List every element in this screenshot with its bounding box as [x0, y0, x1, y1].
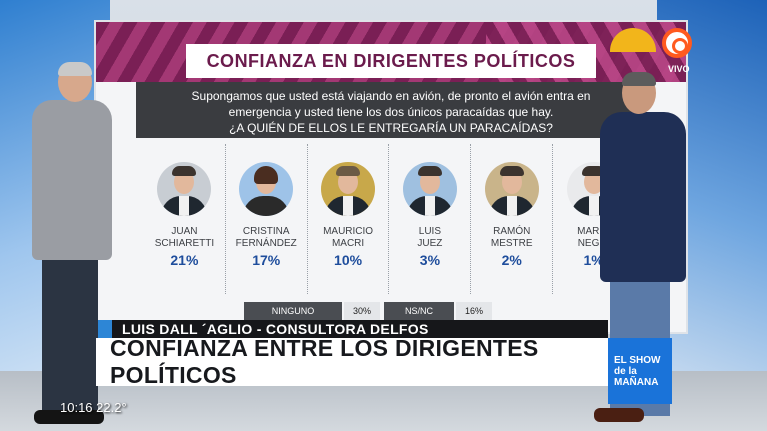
poll-screen: CONFIANZA EN DIRIGENTES POLÍTICOS Supong… — [94, 20, 688, 334]
candidate-name: MARIO NEGRI — [577, 226, 610, 249]
candidate-name: JUAN SCHIARETTI — [154, 226, 215, 249]
source-text: LUIS DALL ´AGLIO - CONSULTORA DELFOS — [122, 321, 429, 337]
candidate-photo — [402, 162, 457, 216]
headline-text: CONFIANZA ENTRE LOS DIRIGENTES POLÍTICOS — [110, 335, 539, 388]
candidate-card: RAMÓN MESTRE 2% — [471, 144, 554, 294]
candidate-percent: 3% — [419, 252, 441, 268]
candidate-list: JUAN SCHIARETTI 21% CRISTINA FERNÁNDEZ 17%… — [144, 144, 634, 294]
show-logo-line-1: EL SHOW — [614, 354, 661, 366]
show-logo-line-2: de la — [614, 365, 637, 377]
candidate-percent: 17% — [252, 252, 281, 268]
candidate-card: LUIS JUEZ 3% — [389, 144, 472, 294]
candidate-name: MAURICIO MACRI — [323, 226, 374, 249]
candidate-percent: 1% — [583, 252, 604, 268]
candidate-percent: 10% — [334, 252, 363, 268]
candidate-photo — [321, 162, 376, 216]
source-band: LUIS DALL ´AGLIO - CONSULTORA DELFOS — [98, 320, 608, 338]
candidate-photo — [239, 162, 294, 216]
candidate-percent: 2% — [501, 252, 522, 268]
nsnc-value: 16% — [456, 302, 492, 320]
poll-question: Supongamos que usted está viajando en av… — [136, 82, 646, 138]
question-line-1: Supongamos que usted está viajando en av… — [191, 89, 591, 103]
ninguno-value: 30% — [344, 302, 380, 320]
question-line-2: emergencia y usted tiene los dos únicos … — [228, 105, 554, 119]
candidate-name: CRISTINA FERNÁNDEZ — [235, 226, 297, 249]
candidate-card: MAURICIO MACRI 10% — [308, 144, 390, 294]
candidate-photo — [157, 162, 212, 216]
candidate-card: JUAN SCHIARETTI 21% — [144, 144, 226, 294]
question-line-3: ¿A QUIÉN DE ELLOS LE ENTREGARÍA UN PARAC… — [229, 121, 553, 135]
presenter-left — [14, 62, 134, 431]
candidate-name: LUIS JUEZ — [417, 226, 443, 249]
live-indicator: VIVO — [668, 64, 690, 74]
nsnc-label: NS/NC — [384, 302, 454, 320]
poll-title: CONFIANZA EN DIRIGENTES POLÍTICOS — [206, 50, 576, 71]
channel-ring-icon — [662, 28, 692, 58]
source-accent — [98, 320, 112, 338]
candidate-photo — [484, 162, 539, 216]
headline-band: CONFIANZA ENTRE LOS DIRIGENTES POLÍTICOS — [96, 335, 610, 388]
parachute-icon — [610, 28, 656, 52]
channel-logo: VIVO — [602, 22, 698, 82]
show-logo: EL SHOW de la MAÑANA — [608, 338, 672, 404]
poll-title-band: CONFIANZA EN DIRIGENTES POLÍTICOS — [186, 44, 596, 78]
candidate-name: RAMÓN MESTRE — [490, 226, 533, 249]
ninguno-label: NINGUNO — [244, 302, 342, 320]
candidate-card: CRISTINA FERNÁNDEZ 17% — [226, 144, 308, 294]
show-logo-line-3: MAÑANA — [614, 376, 659, 388]
candidate-percent: 21% — [170, 252, 199, 268]
clock-temperature: 10:16 22.2° — [60, 400, 127, 415]
